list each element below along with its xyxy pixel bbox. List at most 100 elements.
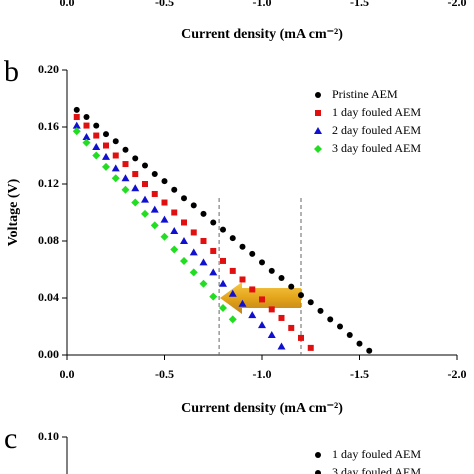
- marker: [317, 307, 324, 314]
- marker: [102, 152, 110, 160]
- marker: [150, 205, 159, 213]
- marker: [278, 275, 285, 282]
- marker: [239, 243, 246, 250]
- marker: [327, 316, 334, 323]
- marker: [268, 306, 275, 313]
- marker: [219, 303, 227, 312]
- legend-swatch: [315, 452, 321, 458]
- marker: [298, 334, 304, 341]
- marker: [249, 286, 256, 293]
- marker: [210, 219, 217, 226]
- marker: [93, 122, 100, 129]
- x-tick-label: 0.0: [60, 0, 75, 9]
- marker: [278, 314, 285, 321]
- marker: [112, 152, 119, 159]
- marker: [171, 186, 178, 193]
- marker: [141, 209, 149, 218]
- marker: [102, 162, 110, 171]
- marker: [103, 142, 109, 149]
- marker: [277, 342, 286, 350]
- y-tick-label: 0.10: [38, 429, 59, 443]
- marker: [121, 185, 130, 194]
- legend-label: 1 day fouled AEM: [332, 447, 421, 461]
- marker: [122, 146, 129, 153]
- marker: [132, 155, 139, 162]
- marker: [298, 292, 304, 299]
- marker: [111, 174, 120, 183]
- marker: [170, 245, 179, 254]
- marker: [72, 127, 81, 136]
- marker: [346, 332, 353, 339]
- marker: [307, 299, 314, 306]
- x-tick-label: -1.5: [350, 367, 369, 381]
- marker: [267, 331, 276, 339]
- marker: [160, 215, 169, 223]
- marker: [220, 226, 226, 233]
- marker: [122, 161, 129, 168]
- x-tick-label: -1.0: [253, 0, 272, 9]
- marker: [288, 283, 295, 290]
- y-tick-label: 0.08: [38, 233, 59, 247]
- y-tick-label: 0.04: [38, 290, 59, 304]
- panel-label: b: [4, 55, 19, 88]
- marker: [210, 247, 217, 254]
- marker: [111, 164, 120, 172]
- marker: [150, 221, 159, 230]
- y-tick-label: 0.12: [38, 176, 59, 190]
- marker: [73, 114, 80, 121]
- marker: [180, 237, 188, 244]
- legend-label: 2 day fouled AEM: [332, 123, 421, 137]
- legend-swatch: [315, 470, 321, 474]
- x-tick-label: -1.5: [350, 0, 369, 9]
- marker: [190, 229, 197, 236]
- marker: [142, 181, 148, 187]
- marker: [121, 174, 130, 182]
- marker: [219, 279, 227, 287]
- legend-label: 1 day fouled AEM: [332, 105, 421, 119]
- legend-swatch: [314, 127, 322, 134]
- y-axis-label: Voltage (V): [6, 178, 21, 246]
- marker: [92, 151, 101, 160]
- marker: [209, 268, 218, 276]
- marker: [93, 132, 100, 139]
- marker: [337, 323, 343, 330]
- marker: [72, 121, 81, 129]
- marker: [307, 344, 314, 351]
- marker: [366, 347, 373, 354]
- marker: [132, 171, 139, 178]
- marker: [259, 259, 265, 266]
- legend-swatch: [315, 92, 321, 98]
- marker: [151, 171, 158, 178]
- marker: [92, 142, 101, 150]
- marker: [190, 202, 197, 209]
- marker: [189, 268, 198, 277]
- marker: [82, 132, 91, 140]
- marker: [199, 279, 208, 288]
- marker: [141, 195, 149, 203]
- marker: [249, 250, 256, 257]
- marker: [151, 190, 158, 197]
- x-tick-label: -0.5: [155, 367, 174, 381]
- marker: [268, 267, 275, 274]
- marker: [82, 138, 91, 147]
- marker: [356, 340, 363, 347]
- x-tick-label: -2.0: [448, 367, 467, 381]
- marker: [181, 195, 187, 202]
- x-tick-label: -1.0: [253, 367, 272, 381]
- marker: [228, 289, 237, 297]
- marker: [248, 311, 257, 319]
- legend-label: Pristine AEM: [332, 87, 398, 101]
- marker: [181, 219, 187, 226]
- marker: [229, 267, 236, 274]
- marker: [171, 209, 178, 216]
- marker: [200, 238, 207, 244]
- marker: [160, 232, 169, 241]
- y-tick-label: 0.00: [38, 347, 59, 361]
- marker: [161, 178, 168, 185]
- y-tick-label: 0.20: [38, 62, 59, 76]
- marker: [189, 248, 198, 256]
- legend-swatch: [315, 110, 321, 116]
- marker: [103, 131, 109, 138]
- marker: [220, 257, 226, 264]
